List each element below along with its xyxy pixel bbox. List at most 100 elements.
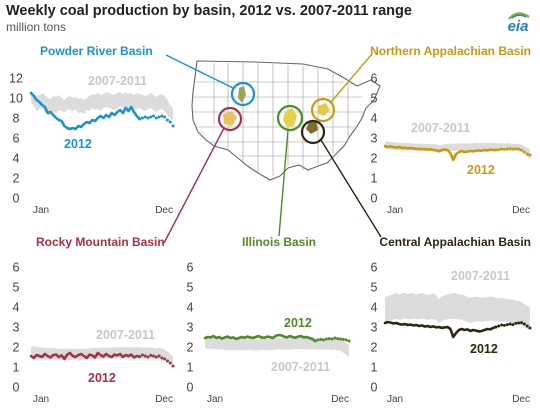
northern-appalachian-2012-line [383, 144, 498, 162]
central-appalachian-ytick-label: 6 [371, 261, 378, 275]
eia-logo-text: eia [507, 18, 529, 35]
powder-river-ytick-label: 0 [13, 192, 20, 206]
rocky-mountain-xtick-label: Jan [33, 394, 49, 405]
illinois-ytick-label: 5 [187, 281, 194, 295]
figure-title: Weekly coal production by basin, 2012 vs… [6, 3, 412, 19]
central-appalachian-range-band [385, 292, 530, 330]
central-appalachian-callout-circle [300, 119, 326, 145]
basin-callout-circles [217, 81, 336, 145]
powder-river-2012-projection-dot [149, 115, 153, 119]
powder-river-basin-shape [238, 86, 246, 103]
central-appalachian-2012-projection-dot [511, 323, 515, 327]
powder-river-2012-projection-dot [138, 117, 142, 121]
eia-logo: eia [503, 10, 533, 36]
rocky-mountain-2012-projection-dot [163, 357, 167, 361]
central-appalachian-2012-projection-dot [505, 323, 509, 327]
powder-river-ytick-label: 4 [13, 152, 20, 166]
powder-river-2012-projection-dot [163, 115, 167, 119]
powder-river-2012-projection-dot [160, 114, 164, 118]
central-appalachian-2012-projection-dot [514, 321, 518, 325]
rocky-mountain-2012-projection-dot [154, 355, 158, 359]
rocky-mountain-2012-projection-dot [160, 356, 164, 360]
illinois-2012-projection-dot [322, 338, 326, 342]
rocky-mountain-xtick-label: Dec [155, 394, 173, 405]
rocky-mountain-basin-shape [223, 111, 237, 126]
northern-appalachian-xtick-label: Jan [387, 205, 403, 216]
figure-subtitle: million tons [6, 20, 67, 34]
eia-logo-swoosh-icon [508, 12, 530, 20]
powder-river-2012-projection-dot [140, 116, 144, 120]
illinois-2012-projection-dot [341, 337, 345, 341]
central-appalachian-range-label: 2007-2011 [451, 269, 510, 283]
illinois-chart: 0 1 2 3 4 5 6 Jan Dec 2007-2011 2012 Illinois Basin [187, 235, 351, 405]
central-appalachian-ytick-label: 3 [371, 321, 378, 335]
northern-appalachian-range-label: 2007-2011 [411, 121, 470, 135]
rocky-mountain-callout-line [163, 127, 225, 244]
illinois-2012-projection-dot [333, 336, 337, 340]
illinois-callout-circle [276, 104, 304, 132]
basin-callout-lines [163, 53, 382, 244]
northern-appalachian-2012-projection-dot [517, 147, 521, 151]
illinois-ytick-label: 3 [187, 321, 194, 335]
central-appalachian-ytick-label: 5 [371, 281, 378, 295]
powder-river-basin-title: Powder River Basin [40, 44, 153, 58]
rocky-mountain-2012-projection-dot [168, 361, 172, 365]
illinois-2012-projection-dot [313, 339, 317, 343]
central-appalachian-2012-projection-dot [494, 325, 498, 329]
powder-river-ytick-label: 8 [13, 112, 20, 126]
illinois-2012-label: 2012 [284, 316, 312, 330]
powder-river-ytick-label: 10 [9, 92, 23, 106]
illinois-2012-projection-dot [324, 337, 328, 341]
illinois-ytick-label: 1 [187, 361, 194, 375]
northern-appalachian-xtick-label: Dec [512, 205, 530, 216]
rocky-mountain-basin-title: Rocky Mountain Basin [36, 235, 165, 249]
central-appalachian-2012-projection-dot [500, 323, 504, 327]
powder-river-2012-projection-dot [146, 116, 150, 120]
central-appalachian-ytick-label: 4 [371, 301, 378, 315]
central-appalachian-2012-projection-dot [508, 322, 512, 326]
northern-appalachian-ytick-label: 4 [371, 112, 378, 126]
illinois-ytick-label: 4 [187, 301, 194, 315]
illinois-range-label: 2007-2011 [271, 360, 330, 374]
illinois-ytick-label: 2 [187, 341, 194, 355]
illinois-range-band [205, 336, 349, 357]
northern-appalachian-callout-circle [310, 97, 336, 123]
northern-appalachian-basin-shape [317, 103, 330, 116]
northern-appalachian-range-band [385, 141, 530, 159]
powder-river-xtick-label: Jan [33, 205, 49, 216]
northern-appalachian-2012-projection-dot [497, 148, 501, 152]
illinois-basin-title: Illinois Basin [242, 235, 316, 249]
northern-appalachian-2012-projection-dot [505, 147, 509, 151]
central-appalachian-2012-line [383, 320, 498, 339]
central-appalachian-ytick-label: 2 [371, 341, 378, 355]
central-appalachian-basin-shape [306, 120, 318, 134]
central-appalachian-2012-projection-dot [520, 321, 523, 325]
northern-appalachian-ytick-label: 0 [371, 192, 378, 206]
rocky-mountain-2012-projection-dot [143, 354, 147, 358]
central-appalachian-chart: 0 1 2 3 4 5 6 Jan Dec 2007-2011 2012 Central Appala… [371, 235, 532, 405]
powder-river-range-band [31, 90, 173, 120]
rocky-mountain-range-label: 2007-2011 [96, 328, 155, 342]
northern-appalachian-2012-projection-dot [520, 148, 523, 152]
rocky-mountain-2012-projection-dot [149, 353, 153, 357]
central-appalachian-ytick-label: 0 [371, 381, 378, 395]
northern-appalachian-ytick-label: 5 [371, 92, 378, 106]
powder-river-2012-line [29, 91, 141, 131]
northern-appalachian-callout-line [330, 53, 373, 103]
rocky-mountain-chart: 0 1 2 3 4 5 6 Jan Dec 2007-2011 2012 Rocky Mountain… [13, 235, 175, 405]
powder-river-2012-projection-dot [165, 118, 169, 122]
rocky-mountain-callout-circle [217, 106, 243, 132]
rocky-mountain-2012-projection-dot [140, 353, 144, 357]
illinois-2012-projection-dot [327, 337, 331, 341]
northern-appalachian-2012-projection-dot [525, 152, 529, 156]
central-appalachian-2012-projection-dot [517, 321, 521, 325]
basin-shapes [223, 86, 330, 134]
northern-appalachian-2012-projection-dot [528, 153, 532, 157]
powder-river-range-label: 2007-2011 [88, 74, 147, 88]
northern-appalachian-2012-label: 2012 [467, 163, 495, 177]
rocky-mountain-2012-projection-dot [157, 354, 161, 358]
illinois-2012-projection-dot [347, 339, 351, 343]
illinois-xtick-label: Jan [207, 394, 223, 405]
